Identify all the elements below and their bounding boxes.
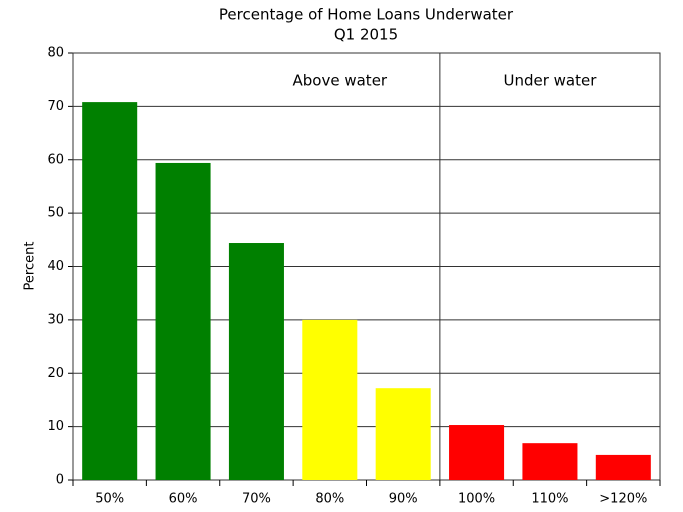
chart-title: Percentage of Home Loans Underwater bbox=[219, 6, 514, 24]
x-tick-label: 60% bbox=[169, 492, 198, 507]
annotation: Above water bbox=[293, 72, 388, 90]
bar bbox=[449, 425, 505, 480]
y-tick-label: 70 bbox=[47, 99, 64, 114]
y-axis-label: Percent bbox=[23, 242, 38, 291]
bar bbox=[522, 443, 578, 480]
x-tick-label: 50% bbox=[95, 492, 124, 507]
x-tick-label: 70% bbox=[242, 492, 271, 507]
x-tick-label: 100% bbox=[458, 492, 495, 507]
y-tick-label: 30 bbox=[47, 312, 64, 327]
chart-subtitle: Q1 2015 bbox=[334, 26, 398, 44]
bar bbox=[228, 243, 284, 480]
bar bbox=[375, 388, 431, 480]
bar bbox=[302, 319, 358, 480]
y-tick-label: 50 bbox=[47, 206, 64, 221]
y-tick-label: 80 bbox=[47, 46, 64, 61]
x-tick-label: 90% bbox=[389, 492, 418, 507]
y-tick-label: 40 bbox=[47, 259, 64, 274]
y-tick-label: 20 bbox=[47, 366, 64, 381]
bar bbox=[595, 454, 651, 480]
x-tick-label: 110% bbox=[531, 492, 568, 507]
annotation: Under water bbox=[503, 72, 597, 90]
y-tick-label: 60 bbox=[47, 152, 64, 167]
y-tick-label: 0 bbox=[56, 473, 64, 488]
y-tick-label: 10 bbox=[47, 419, 64, 434]
bar bbox=[82, 102, 138, 480]
bar bbox=[155, 162, 211, 480]
x-tick-label: 80% bbox=[315, 492, 344, 507]
x-tick-label: >120% bbox=[599, 492, 647, 507]
